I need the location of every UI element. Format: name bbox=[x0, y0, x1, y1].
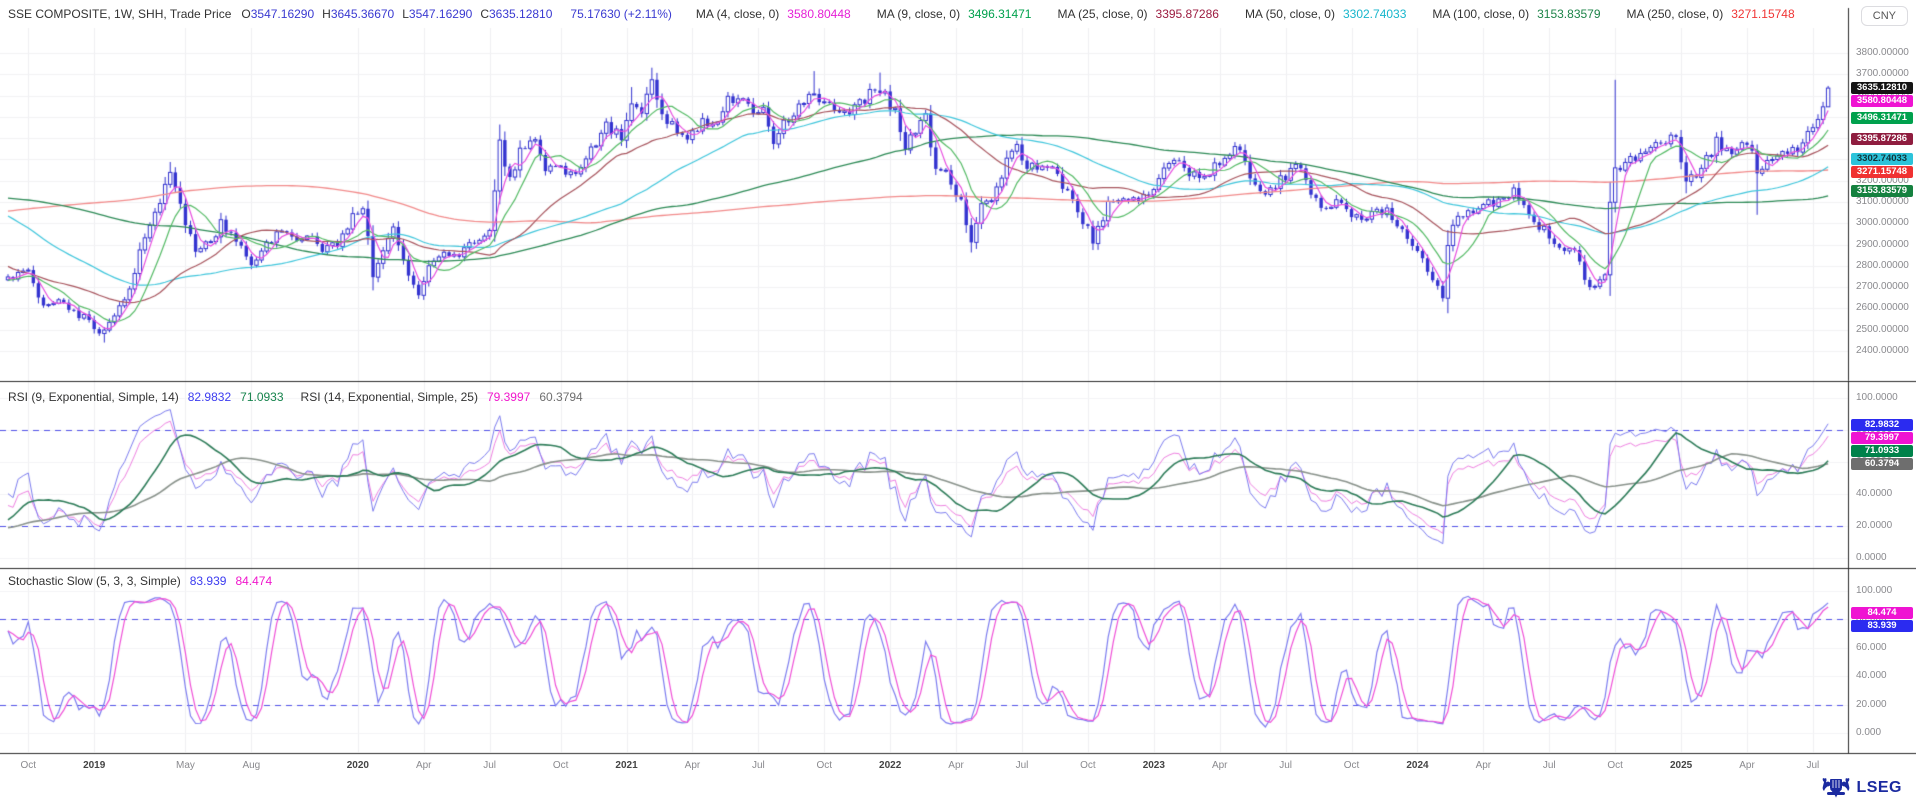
ma-legend-item[interactable]: MA (50, close, 0) 3302.74033 bbox=[1244, 7, 1407, 21]
x-axis-tick: 2019 bbox=[83, 760, 106, 771]
stoch-badge: 84.474 bbox=[1851, 607, 1913, 620]
price-axis-tick: 3600.00000 bbox=[1856, 90, 1909, 101]
stochastic-title[interactable]: Stochastic Slow (5, 3, 3, Simple) bbox=[8, 574, 181, 588]
price-axis-tick: 2700.00000 bbox=[1856, 281, 1909, 293]
rsi-badge: 79.3997 bbox=[1851, 432, 1913, 445]
x-axis-tick: Jul bbox=[1279, 760, 1293, 771]
ma-legend: MA (4, close, 0) 3580.80448 MA (9, close, … bbox=[696, 7, 1821, 21]
price-axis-tick: 3700.00000 bbox=[1856, 68, 1909, 80]
stochastic-d-value: 84.474 bbox=[235, 574, 273, 588]
x-axis-tick: Oct bbox=[1080, 760, 1096, 771]
x-axis-tick: Oct bbox=[552, 760, 569, 771]
x-axis-tick: Apr bbox=[948, 760, 964, 771]
x-axis-tick: Jul bbox=[751, 760, 765, 771]
stoch-axis-tick: 0.000 bbox=[1856, 727, 1882, 738]
x-axis-tick: Apr bbox=[684, 760, 701, 771]
ma-legend-item[interactable]: MA (250, close, 0) 3271.15748 bbox=[1626, 7, 1795, 21]
price-axis-tick: 3100.00000 bbox=[1856, 196, 1909, 208]
price-badge: 3153.83579 bbox=[1851, 184, 1913, 197]
rsi-axis-tick: 20.0000 bbox=[1856, 520, 1893, 531]
rsi-axis-tick: 100.0000 bbox=[1856, 392, 1898, 403]
rsi-title-2[interactable]: RSI (14, Exponential, Simple, 25) bbox=[300, 390, 478, 404]
price-badge: 3271.15748 bbox=[1851, 165, 1913, 178]
x-axis-tick: Jul bbox=[1015, 760, 1029, 771]
price-axis-tick: 3000.00000 bbox=[1856, 217, 1909, 229]
x-axis-tick: Oct bbox=[816, 760, 833, 771]
ohlc-item: H3645.36670 bbox=[322, 7, 395, 21]
x-axis-tick: Apr bbox=[1211, 760, 1228, 771]
price-axis-tick: 3200.00000 bbox=[1856, 174, 1909, 186]
rsi-badge: 71.0933 bbox=[1851, 445, 1913, 458]
x-axis-tick: Aug bbox=[242, 760, 261, 771]
x-axis-tick: Jul bbox=[1806, 760, 1820, 771]
ohlc-item: O3547.16290 bbox=[241, 7, 315, 21]
lseg-logo-text[interactable]: LSEG bbox=[1856, 779, 1902, 796]
stoch-badge: 83.939 bbox=[1851, 620, 1913, 633]
x-axis-tick: Apr bbox=[1475, 760, 1492, 771]
ma-legend-item[interactable]: MA (4, close, 0) 3580.80448 bbox=[695, 7, 851, 21]
x-axis-tick: Oct bbox=[1607, 760, 1623, 771]
price-axis-tick: 2500.00000 bbox=[1856, 323, 1909, 335]
price-axis-tick: 2800.00000 bbox=[1856, 259, 1909, 271]
x-axis-tick: May bbox=[175, 760, 195, 771]
price-axis-tick: 2400.00000 bbox=[1856, 345, 1909, 357]
rsi-badge: 60.3794 bbox=[1851, 458, 1913, 471]
ohlc-values: O3547.16290 H3645.36670 L3547.16290 C3635.1… bbox=[241, 7, 560, 21]
price-badge: 3496.31471 bbox=[1851, 111, 1913, 124]
x-axis-tick: 2024 bbox=[1406, 760, 1429, 771]
price-badge: 3580.80448 bbox=[1851, 95, 1913, 108]
rsi-axis-tick: 0.0000 bbox=[1856, 552, 1887, 563]
rsi-value-1-smoothed: 71.0933 bbox=[240, 390, 284, 404]
price-axis-tick: 2600.00000 bbox=[1856, 302, 1909, 314]
x-axis-tick: Jul bbox=[1542, 760, 1556, 771]
x-axis-tick: 2022 bbox=[879, 760, 902, 771]
ma-legend-item[interactable]: MA (9, close, 0) 3496.31471 bbox=[876, 7, 1032, 21]
x-axis-tick: Apr bbox=[1739, 760, 1755, 771]
x-axis-tick: Oct bbox=[1343, 760, 1360, 771]
x-axis-tick: 2025 bbox=[1669, 760, 1693, 771]
price-badge: 3395.87286 bbox=[1851, 133, 1913, 146]
x-axis-tick: 2023 bbox=[1142, 760, 1165, 771]
ohlc-item: C3635.12810 bbox=[480, 7, 553, 21]
chart-legend: SSE COMPOSITE, 1W, SHH, Trade Price O354… bbox=[8, 0, 1821, 28]
rsi-value-1: 82.9832 bbox=[187, 390, 232, 404]
price-axis-tick: 3800.00000 bbox=[1856, 47, 1909, 58]
net-change: 75.17630 (+2.11%) bbox=[570, 7, 672, 21]
price-badge: 3302.74033 bbox=[1851, 152, 1913, 165]
stoch-axis-tick: 40.000 bbox=[1856, 670, 1887, 682]
lseg-crest-icon bbox=[1823, 778, 1850, 798]
currency-chip[interactable]: CNY bbox=[1860, 6, 1908, 26]
ma-legend-item[interactable]: MA (25, close, 0) 3395.87286 bbox=[1057, 7, 1219, 21]
stoch-axis-tick: 100.000 bbox=[1856, 585, 1893, 596]
rsi-axis-tick: 40.0000 bbox=[1856, 488, 1893, 499]
rsi-title-1[interactable]: RSI (9, Exponential, Simple, 14) bbox=[8, 390, 179, 404]
x-axis-tick: 2020 bbox=[346, 760, 369, 771]
x-axis-tick: Oct bbox=[20, 760, 37, 771]
lseg-logo: LSEG bbox=[1821, 776, 1902, 800]
x-axis-tick: 2021 bbox=[615, 760, 638, 771]
ohlc-item: L3547.16290 bbox=[402, 7, 473, 21]
stochastic-k-value: 83.939 bbox=[189, 574, 227, 588]
rsi-panel-header: RSI (9, Exponential, Simple, 14) 82.9832… bbox=[8, 390, 592, 404]
price-badge: 3635.12810 bbox=[1851, 82, 1913, 95]
stoch-axis-tick: 20.000 bbox=[1856, 698, 1887, 710]
stochastic-panel-header: Stochastic Slow (5, 3, 3, Simple) 83.939… bbox=[8, 574, 281, 588]
rsi-value-2-smoothed: 60.3794 bbox=[539, 390, 583, 404]
x-axis-tick: Apr bbox=[415, 760, 432, 771]
stoch-axis-tick: 60.000 bbox=[1856, 641, 1887, 653]
x-axis-tick: Jul bbox=[483, 760, 497, 771]
price-axis-tick: 2900.00000 bbox=[1856, 238, 1909, 250]
rsi-value-2: 79.3997 bbox=[486, 390, 531, 404]
instrument-title[interactable]: SSE COMPOSITE, 1W, SHH, Trade Price bbox=[8, 7, 232, 21]
ma-legend-item[interactable]: MA (100, close, 0) 3153.83579 bbox=[1432, 7, 1601, 21]
rsi-badge: 82.9832 bbox=[1851, 419, 1913, 432]
